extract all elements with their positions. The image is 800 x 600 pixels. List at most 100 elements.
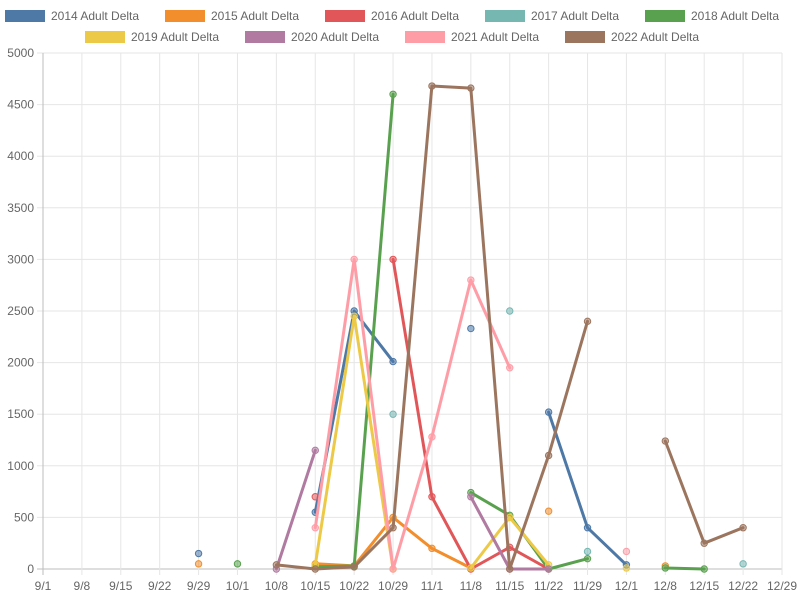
legend-label: 2022 Adult Delta <box>611 30 699 44</box>
legend-label: 2016 Adult Delta <box>371 9 459 23</box>
grid <box>37 52 783 575</box>
legend-swatch <box>245 31 285 43</box>
y-tick-label: 2000 <box>7 356 34 370</box>
legend-swatch <box>325 10 365 22</box>
data-point[interactable] <box>311 524 319 532</box>
legend-swatch <box>645 10 685 22</box>
data-point[interactable] <box>700 539 708 547</box>
series-0 <box>194 307 631 569</box>
series-8 <box>272 82 747 573</box>
data-point[interactable] <box>350 563 358 571</box>
data-point[interactable] <box>389 90 397 98</box>
data-point[interactable] <box>506 513 514 522</box>
legend-swatch <box>405 31 445 43</box>
y-tick-label: 1000 <box>7 459 34 473</box>
data-point[interactable] <box>428 493 436 501</box>
data-point[interactable] <box>428 544 436 553</box>
data-point[interactable] <box>506 565 514 573</box>
legend-item[interactable]: 2020 Adult Delta <box>245 30 379 44</box>
data-point[interactable] <box>428 433 436 441</box>
series-lines <box>194 82 747 573</box>
x-tick-label: 11/8 <box>460 579 483 593</box>
data-point[interactable] <box>389 565 397 573</box>
series-line <box>274 448 317 571</box>
axes: 0 500 1000 1500 2000 2500 3000 3500 4000 4500 5000… <box>7 46 797 593</box>
y-tick-label: 3000 <box>7 252 34 266</box>
data-point[interactable] <box>467 84 475 92</box>
data-point[interactable] <box>467 493 475 501</box>
legend-item[interactable]: 2021 Adult Delta <box>405 30 539 44</box>
data-point[interactable] <box>544 408 553 416</box>
data-point[interactable] <box>311 493 319 501</box>
legend-item[interactable]: 2017 Adult Delta <box>485 9 619 23</box>
x-tick-label: 12/22 <box>728 579 758 593</box>
data-point[interactable] <box>544 565 553 573</box>
legend-label: 2015 Adult Delta <box>211 9 299 23</box>
data-point[interactable] <box>311 565 319 573</box>
x-tick-label: 12/8 <box>654 579 678 593</box>
y-tick-label: 500 <box>14 510 34 524</box>
legend-item[interactable]: 2015 Adult Delta <box>165 9 299 23</box>
legend-label: 2019 Adult Delta <box>131 30 219 44</box>
legend-item[interactable]: 2016 Adult Delta <box>325 9 459 23</box>
x-tick-label: 12/15 <box>689 579 719 593</box>
data-point[interactable] <box>311 446 319 455</box>
legend-item[interactable]: 2019 Adult Delta <box>85 30 219 44</box>
series-7 <box>311 255 631 573</box>
y-tick-label: 4000 <box>7 149 34 163</box>
legend-swatch <box>5 10 45 22</box>
y-tick-label: 1500 <box>7 407 34 421</box>
y-tick-label: 5000 <box>7 46 34 60</box>
data-point[interactable] <box>389 410 397 418</box>
data-point[interactable] <box>389 524 397 532</box>
x-tick-label: 9/29 <box>187 579 211 593</box>
data-point[interactable] <box>622 564 631 572</box>
data-point[interactable] <box>389 255 397 264</box>
data-point[interactable] <box>467 324 475 333</box>
data-point[interactable] <box>583 524 592 532</box>
x-tick-label: 11/22 <box>534 579 563 593</box>
x-tick-label: 10/29 <box>378 579 408 593</box>
data-point[interactable] <box>506 307 514 315</box>
data-point[interactable] <box>700 565 708 573</box>
data-point[interactable] <box>661 564 670 572</box>
data-point[interactable] <box>233 560 242 568</box>
data-point[interactable] <box>544 451 553 460</box>
x-tick-label: 12/29 <box>767 579 797 593</box>
x-tick-label: 9/15 <box>109 579 133 593</box>
data-point[interactable] <box>739 524 747 532</box>
data-point[interactable] <box>739 560 747 568</box>
legend-label: 2021 Adult Delta <box>451 30 539 44</box>
legend-item[interactable]: 2018 Adult Delta <box>645 9 779 23</box>
x-tick-label: 10/22 <box>339 579 369 593</box>
data-point[interactable] <box>583 547 592 556</box>
data-point[interactable] <box>272 561 281 569</box>
legend-label: 2018 Adult Delta <box>691 9 779 23</box>
y-tick-label: 4500 <box>7 98 34 112</box>
legend-swatch <box>85 31 125 43</box>
series-line <box>663 566 706 571</box>
data-point[interactable] <box>661 437 670 445</box>
data-point[interactable] <box>506 364 514 372</box>
data-point[interactable] <box>583 554 592 563</box>
data-point[interactable] <box>194 560 203 568</box>
data-point[interactable] <box>350 312 358 320</box>
legend: 2014 Adult Delta 2015 Adult Delta 2016 Adu… <box>5 9 779 44</box>
data-point[interactable] <box>350 255 358 264</box>
data-point[interactable] <box>389 357 397 366</box>
legend-item[interactable]: 2014 Adult Delta <box>5 9 139 23</box>
x-tick-label: 10/1 <box>226 579 250 593</box>
data-point[interactable] <box>467 564 475 572</box>
x-tick-label: 12/1 <box>615 579 639 593</box>
data-point[interactable] <box>194 549 203 558</box>
data-point[interactable] <box>428 82 436 90</box>
data-point[interactable] <box>544 507 553 515</box>
data-point[interactable] <box>467 276 475 284</box>
data-point[interactable] <box>622 547 631 556</box>
data-point[interactable] <box>583 317 592 326</box>
legend-swatch <box>565 31 605 43</box>
legend-item[interactable]: 2022 Adult Delta <box>565 30 699 44</box>
x-tick-label: 9/1 <box>35 579 52 593</box>
